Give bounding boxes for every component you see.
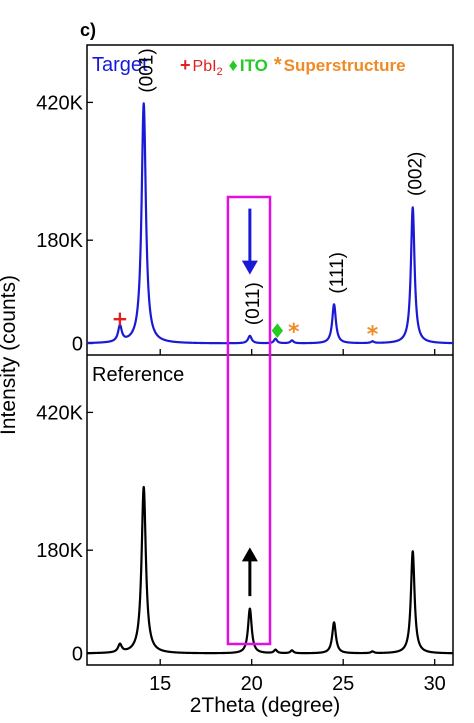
arrow-head: [241, 260, 258, 275]
y-axis-label: Intensity (counts): [0, 275, 20, 435]
y-tick-label: 420K: [36, 92, 83, 114]
y-tick-label: 180K: [36, 540, 83, 562]
x-tick-label: 15: [149, 673, 171, 695]
x-tick-label: 25: [332, 673, 354, 695]
y-tick-label: 180K: [36, 230, 83, 252]
y-tick-label: 420K: [36, 402, 83, 424]
panel-label: c): [80, 20, 97, 40]
x-axis-label: 2Theta (degree): [190, 694, 341, 717]
y-tick-label: 0: [72, 334, 83, 356]
peak-marker: +: [112, 306, 129, 330]
peak-marker: ♦: [268, 319, 286, 343]
peak-label: (011): [243, 282, 264, 325]
series-name-reference: Reference: [92, 364, 184, 386]
arrow-head: [241, 547, 258, 562]
legend-entry: + PbI2: [180, 55, 223, 78]
peak-marker: *: [288, 320, 300, 345]
peak-marker: *: [367, 322, 379, 347]
series-line-reference: [86, 485, 454, 655]
x-tick-label: 30: [424, 673, 446, 695]
peak-label: (002): [406, 152, 427, 196]
x-tick-label: 20: [241, 673, 263, 695]
peak-label: (001): [137, 48, 158, 92]
y-tick-label: 0: [72, 644, 83, 666]
legend-entry: * Superstructure: [274, 54, 406, 76]
peak-label: (111): [327, 252, 348, 294]
legend-entry: ♦ ITO: [229, 55, 268, 75]
highlight-box: [226, 195, 272, 646]
series-name-target: Target: [92, 54, 148, 76]
